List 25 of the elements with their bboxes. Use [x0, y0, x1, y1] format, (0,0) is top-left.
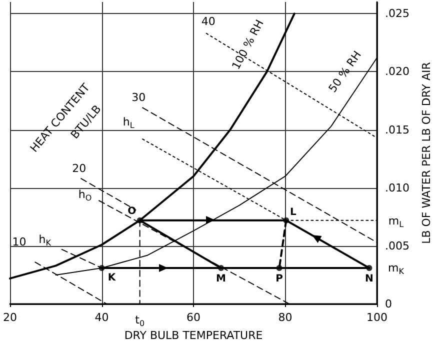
- y-tick-label: .025: [385, 7, 410, 20]
- text: 50 % RH: [326, 48, 364, 95]
- annotation: K: [108, 272, 117, 284]
- annotation: N: [365, 273, 374, 284]
- y-axis-title: LB OF WATER PER LB OF DRY AIR: [420, 62, 433, 244]
- annotation: P: [276, 273, 283, 284]
- annotation: L: [290, 206, 297, 218]
- x-tick-label: 100: [366, 311, 388, 324]
- y-tick-label: .010: [385, 181, 410, 194]
- y-tick-label: .015: [385, 123, 410, 136]
- annotation: M: [216, 273, 226, 284]
- text: 100 % RH: [229, 18, 266, 72]
- series-label: 20: [72, 162, 86, 176]
- x-axis-title: DRY BULB TEMPERATURE: [124, 329, 263, 342]
- x-tick-label: 20: [3, 311, 17, 324]
- x-tick-label: 80: [278, 311, 292, 324]
- y-tick-label: .005: [385, 239, 410, 252]
- x-tick-label: 40: [94, 311, 109, 324]
- series-label: 10: [12, 236, 26, 249]
- y-tick-label: .020: [385, 65, 410, 78]
- series-label: 30: [132, 91, 146, 104]
- x-tick-label: 60: [186, 311, 200, 324]
- y-tick-label: 0: [385, 298, 392, 310]
- annotation: O: [128, 206, 136, 217]
- series-label: 40: [201, 14, 216, 28]
